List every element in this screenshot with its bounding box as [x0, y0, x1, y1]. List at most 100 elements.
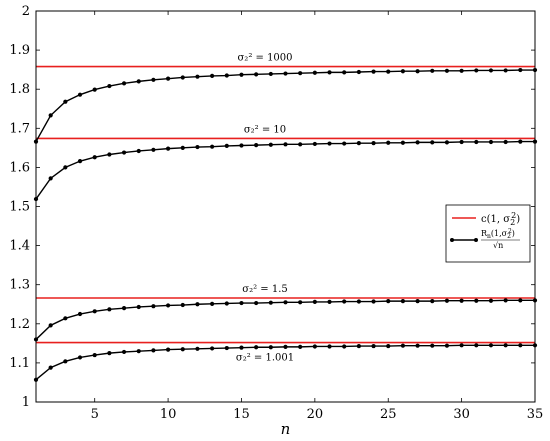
series-point	[488, 298, 494, 303]
series-point	[459, 139, 464, 145]
series-point	[239, 345, 244, 350]
series-point	[195, 74, 200, 79]
y-tick-label: 1	[22, 395, 30, 410]
series-point	[474, 139, 479, 145]
series-point	[239, 300, 244, 306]
series-point	[136, 148, 141, 154]
series-point	[342, 344, 347, 349]
series-point	[518, 139, 523, 144]
series-point	[254, 72, 259, 77]
series-annotation: σ₂² = 10	[244, 124, 286, 135]
series-point	[371, 69, 376, 74]
series-point	[107, 351, 112, 356]
series-point	[503, 298, 508, 303]
series-point	[224, 345, 229, 351]
series-point	[195, 346, 200, 351]
series-point	[165, 303, 171, 308]
series-point	[312, 299, 317, 305]
x-tick-label: 30	[453, 407, 470, 422]
series-point	[386, 69, 391, 74]
series-point	[312, 344, 317, 349]
y-tick-label: 1.2	[9, 317, 30, 332]
series-point	[48, 113, 53, 118]
series-line	[35, 299, 535, 340]
series-point	[298, 142, 303, 147]
legend-marker-right	[474, 238, 478, 242]
series-point	[283, 300, 288, 305]
y-tick-label: 2	[22, 4, 30, 19]
series-point	[459, 68, 464, 73]
legend-marker-left	[450, 238, 454, 242]
x-tick-label: 10	[160, 407, 177, 422]
legend-red-label: c(1, σ22)	[481, 211, 520, 227]
series-point	[48, 365, 53, 370]
series-point	[518, 343, 523, 348]
y-tick-label: 1.7	[9, 121, 30, 136]
y-tick-label: 1.8	[9, 82, 30, 97]
series-point	[239, 72, 244, 77]
series-point	[180, 302, 185, 308]
y-tick-label: 1.9	[9, 43, 30, 58]
series-point	[327, 70, 332, 75]
series-point	[356, 141, 361, 146]
series-point	[488, 343, 494, 348]
series-point	[165, 76, 171, 81]
series-point	[268, 345, 273, 350]
series-point	[136, 79, 141, 84]
series-line	[35, 140, 535, 200]
axis-ticks: 11.11.21.31.41.51.61.71.81.925 10 15 20 25 30…	[9, 4, 543, 422]
series-point	[298, 71, 303, 76]
x-tick-label: 5	[91, 407, 99, 422]
series-point	[356, 343, 361, 349]
series-point	[327, 141, 332, 146]
y-tick-label: 1.6	[9, 160, 30, 175]
series-point	[210, 73, 215, 79]
series-point	[342, 141, 347, 146]
series-point	[268, 71, 273, 77]
series-point	[430, 299, 435, 304]
x-tick-label: 35	[527, 407, 544, 422]
series-point	[474, 298, 479, 303]
series-point	[371, 141, 376, 146]
series-point	[386, 343, 391, 349]
series-point	[195, 144, 200, 150]
series-point	[503, 139, 508, 145]
series-point	[195, 302, 200, 307]
legend-black-denominator: √n	[493, 241, 503, 250]
x-tick-label: 15	[233, 407, 250, 422]
series-point	[327, 344, 332, 349]
series-point	[180, 145, 185, 150]
series-point	[474, 68, 479, 73]
series-point	[430, 68, 435, 73]
series-point	[63, 359, 68, 364]
series-point	[386, 299, 391, 304]
series-point	[415, 69, 420, 74]
series-point	[430, 343, 435, 348]
series-point	[151, 348, 156, 353]
y-tick-label: 1.1	[9, 356, 30, 371]
plot-frame	[35, 10, 536, 403]
series-point	[474, 343, 479, 348]
series-point	[63, 316, 68, 321]
series-point	[77, 159, 83, 164]
series-point	[165, 347, 171, 352]
y-tick-label: 1.3	[9, 278, 30, 293]
series-point	[298, 344, 303, 349]
series-point	[342, 299, 347, 304]
series-point	[400, 343, 406, 348]
series-point	[444, 140, 450, 145]
series-point	[444, 298, 450, 303]
series-point	[400, 299, 406, 304]
series-point	[107, 307, 112, 312]
series-point	[386, 140, 391, 145]
series-point	[180, 347, 185, 352]
series-point	[356, 69, 361, 75]
series-point	[254, 345, 259, 350]
x-axis-label: n	[281, 420, 291, 438]
series-point	[210, 301, 215, 306]
series-point	[210, 346, 215, 351]
series-point	[444, 68, 450, 73]
series-point	[92, 155, 97, 160]
series-point	[107, 83, 112, 89]
series-point	[371, 299, 376, 304]
